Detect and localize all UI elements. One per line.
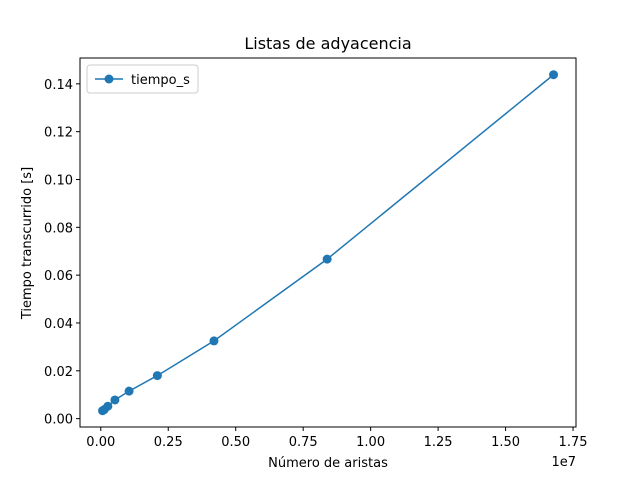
data-point	[103, 401, 113, 411]
data-point	[209, 336, 219, 346]
plot-frame	[79, 57, 577, 428]
legend: tiempo_s	[86, 64, 199, 94]
x-tick-label: 0.75	[289, 435, 318, 450]
x-tick-label: 1.75	[559, 435, 588, 450]
x-tick-label: 1.00	[356, 435, 385, 450]
chart-title: Listas de adyacencia	[244, 34, 411, 53]
y-tick-label: 0.08	[44, 221, 73, 236]
x-tick-label: 1.50	[491, 435, 520, 450]
y-tick-label: 0.12	[44, 126, 73, 141]
x-axis-label: Número de aristas	[268, 456, 388, 471]
x-offset-label: 1e7	[551, 455, 576, 470]
y-tick-label: 0.04	[44, 317, 73, 332]
series-line	[102, 74, 555, 412]
y-tick-label: 0.06	[44, 269, 73, 284]
x-tick-label: 0.25	[154, 435, 183, 450]
x-tick-label: 1.25	[424, 435, 453, 450]
legend-marker	[104, 74, 114, 84]
x-tick-label: 0.50	[221, 435, 250, 450]
y-tick-label: 0.14	[44, 78, 73, 93]
y-axis-label: Tiempo transcurrido [s]	[20, 167, 35, 320]
data-point	[124, 386, 134, 396]
x-tick-label: 0.00	[86, 435, 115, 450]
y-tick-label: 0.00	[44, 413, 73, 428]
data-point	[549, 70, 559, 80]
data-point	[322, 254, 332, 264]
data-point	[152, 371, 162, 381]
y-tick-label: 0.10	[44, 173, 73, 188]
y-tick-label: 0.02	[44, 365, 73, 380]
legend-box	[86, 64, 199, 94]
data-point	[110, 395, 120, 405]
legend-label: tiempo_s	[131, 73, 190, 88]
